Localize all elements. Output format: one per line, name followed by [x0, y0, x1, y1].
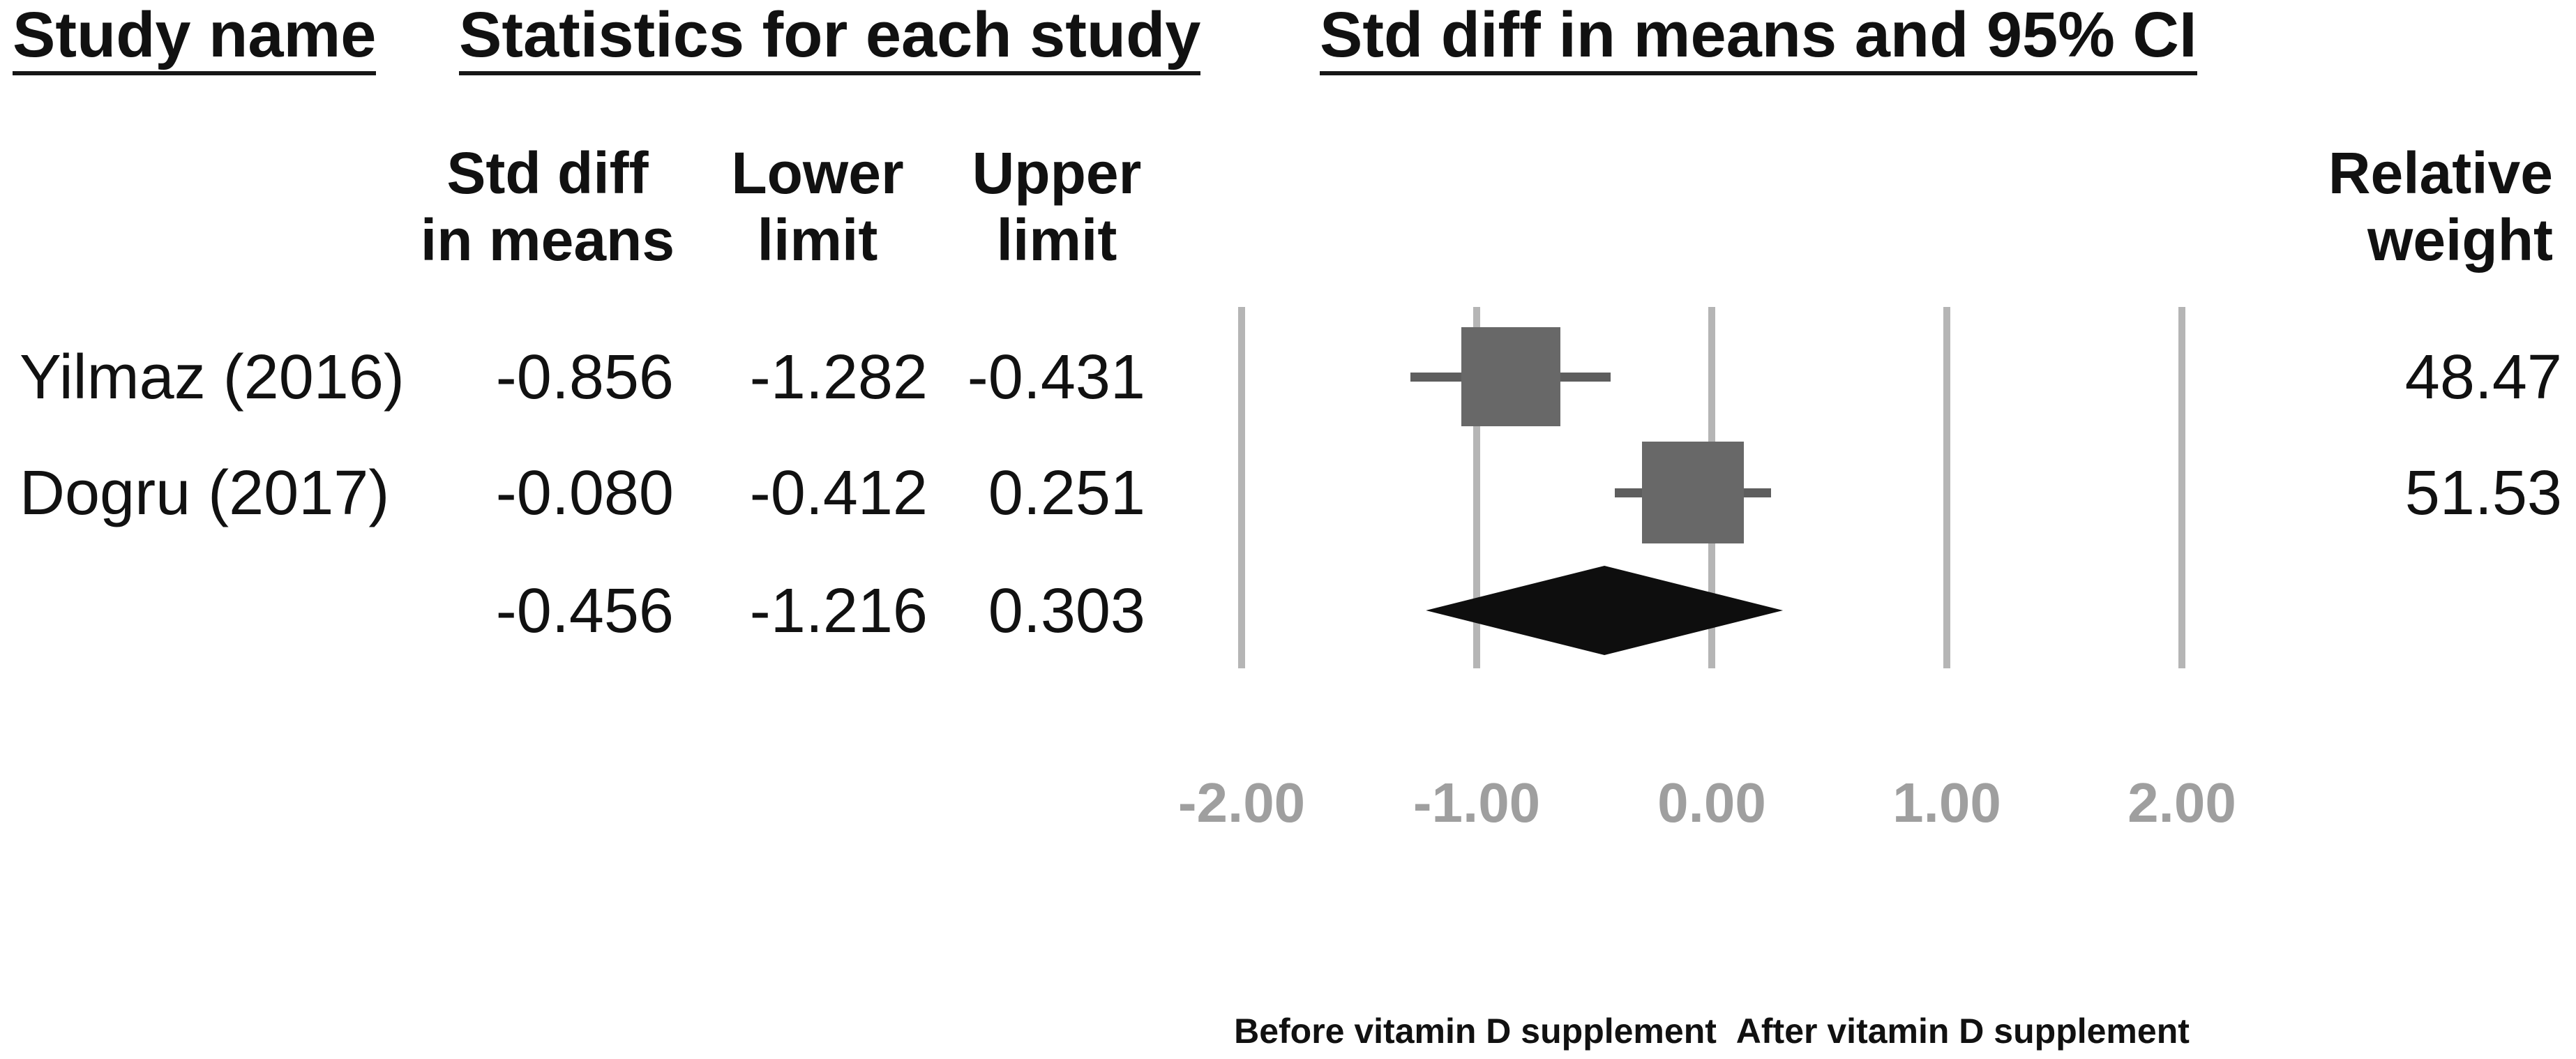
header-ci: Std diff in means and 95% CI — [1320, 1, 2197, 75]
subheader-weight-line1: Relative — [2328, 140, 2553, 206]
gridline — [1943, 307, 1950, 668]
subheader-upper-line2: limit — [996, 207, 1117, 273]
x-tick-label: 2.00 — [2127, 772, 2236, 834]
lower-limit-cell: -0.412 — [749, 458, 928, 528]
subheader-lower-line1: Lower — [731, 140, 904, 206]
std-diff-cell: -0.856 — [495, 343, 674, 412]
effect-square — [1461, 327, 1560, 426]
subheader-lower: Lower limit — [678, 140, 957, 273]
weight-cell: 48.47 — [2404, 343, 2562, 412]
axis-caption-before: Before vitamin D supplement — [1234, 1012, 1717, 1051]
upper-limit-cell: 0.251 — [988, 458, 1145, 528]
subheader-upper: Upper limit — [917, 140, 1196, 273]
gridline — [2178, 307, 2185, 668]
subheader-weight-line2: weight — [2367, 207, 2553, 273]
study-name-cell: Dogru (2017) — [20, 458, 390, 528]
upper-limit-cell: 0.303 — [988, 576, 1145, 646]
x-tick-label: -1.00 — [1413, 772, 1541, 834]
subheader-std-diff-line2: in means — [420, 207, 675, 273]
gridline — [1473, 307, 1480, 668]
subheader-upper-line1: Upper — [972, 140, 1142, 206]
effect-square — [1642, 442, 1745, 543]
axis-caption-after: After vitamin D supplement — [1735, 1012, 2190, 1051]
subheader-std-diff-line1: Std diff — [446, 140, 649, 206]
subheader-relative-weight: Relative weight — [2274, 140, 2553, 273]
lower-limit-cell: -1.282 — [749, 343, 928, 412]
weight-cell — [2283, 579, 2562, 642]
axis-caption: Before vitamin D supplement After vitami… — [1014, 1012, 2409, 1051]
subheader-lower-line2: limit — [757, 207, 878, 273]
study-name-cell: Yilmaz (2016) — [20, 343, 405, 412]
std-diff-cell: -0.080 — [495, 458, 674, 528]
std-diff-cell: -0.456 — [495, 576, 674, 646]
x-tick-label: 1.00 — [1892, 772, 2001, 834]
header-study-name: Study name — [13, 1, 377, 75]
lower-limit-cell: -1.216 — [749, 576, 928, 646]
upper-limit-cell: -0.431 — [967, 343, 1145, 412]
gridline — [1238, 307, 1245, 668]
weight-cell: 51.53 — [2404, 458, 2562, 528]
x-tick-label: -2.00 — [1177, 772, 1306, 834]
x-tick-label: 0.00 — [1657, 772, 1766, 834]
header-statistics: Statistics for each study — [459, 1, 1201, 75]
subheader-std-diff: Std diff in means — [373, 140, 722, 273]
